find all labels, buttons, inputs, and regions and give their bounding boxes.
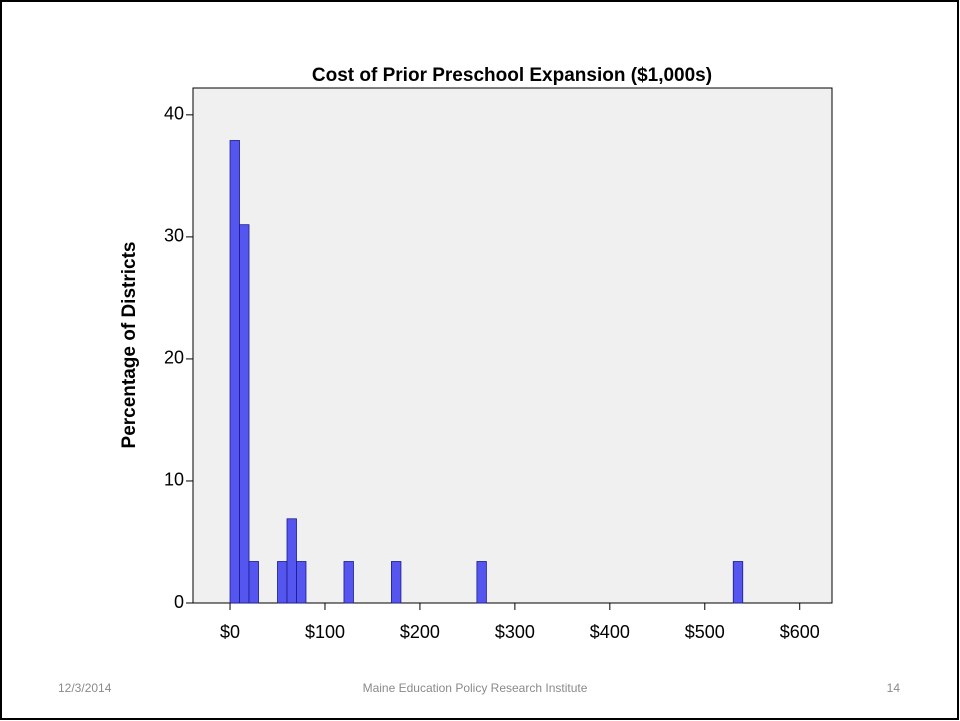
bar bbox=[239, 224, 250, 604]
x-tick-label: $600 bbox=[780, 622, 820, 642]
bar bbox=[343, 561, 354, 604]
bar bbox=[296, 561, 307, 604]
bar bbox=[476, 561, 487, 604]
y-tick-label: 0 bbox=[174, 592, 184, 612]
bar bbox=[248, 561, 259, 604]
footer-organization: Maine Education Policy Research Institut… bbox=[363, 681, 588, 695]
y-axis-label: Percentage of Districts bbox=[119, 242, 140, 449]
footer-page: 14 bbox=[887, 681, 901, 695]
y-tick-label: 40 bbox=[164, 104, 184, 124]
x-tick-label: $300 bbox=[495, 622, 535, 642]
bar bbox=[391, 561, 402, 604]
x-tick-label: $100 bbox=[305, 622, 345, 642]
y-tick-label: 20 bbox=[164, 348, 184, 368]
bar bbox=[277, 561, 288, 604]
footer-date: 12/3/2014 bbox=[58, 681, 112, 695]
plot-area bbox=[192, 87, 833, 604]
y-tick-label: 30 bbox=[164, 226, 184, 246]
x-tick-label: $200 bbox=[400, 622, 440, 642]
bar bbox=[229, 140, 240, 604]
x-tick-label: $0 bbox=[220, 622, 240, 642]
bar bbox=[732, 561, 744, 604]
x-tick-label: $400 bbox=[590, 622, 630, 642]
chart-title: Cost of Prior Preschool Expansion ($1,00… bbox=[312, 65, 712, 86]
x-tick-label: $500 bbox=[685, 622, 725, 642]
bar bbox=[286, 518, 297, 604]
y-tick-label: 10 bbox=[164, 470, 184, 490]
